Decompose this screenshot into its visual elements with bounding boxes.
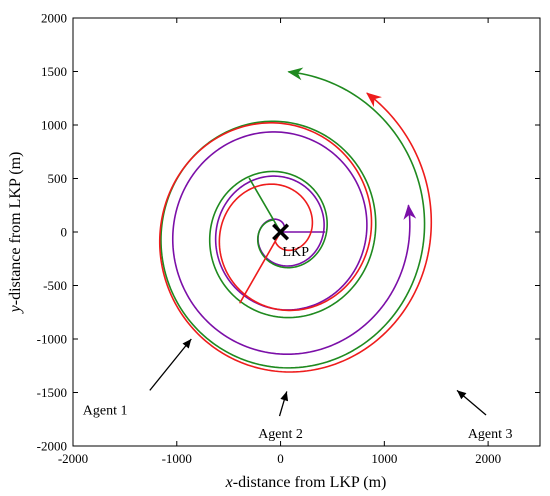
series-3-arrowhead	[366, 92, 382, 108]
y-axis-label: y-distance from LKP (m)	[7, 152, 24, 315]
x-axis-label: x-distance from LKP (m)	[225, 474, 387, 491]
y-tick-label: -2000	[37, 439, 67, 454]
series-3-line	[158, 92, 433, 373]
agent-2-arrowhead	[280, 391, 289, 402]
y-axis-label-var: y	[7, 304, 24, 314]
annotation-layer: Agent 1 Agent 2 Agent 3	[83, 338, 513, 442]
series-2-line	[160, 70, 426, 369]
y-tick-label: -1000	[37, 332, 67, 347]
y-tick-label: -1500	[37, 385, 67, 400]
agent-1-arrow-line	[149, 338, 192, 391]
agent-3-arrowhead	[456, 390, 467, 400]
y-tick-label: 1000	[41, 118, 67, 133]
axes-layer: -2000 -1000 0 1000 2000 -2000 -1500 -1000 -500 0 5…	[37, 11, 541, 466]
x-tick-label: 0	[277, 451, 284, 466]
y-tick-label: -500	[43, 278, 67, 293]
lkp-label: LKP	[283, 245, 310, 260]
x-axis-label-rest: -distance from LKP (m)	[233, 474, 387, 491]
x-tick-label: -2000	[58, 451, 88, 466]
agent-1-label: Agent 1	[83, 404, 128, 419]
origin-marker-layer: LKP	[272, 223, 310, 260]
y-tick-label: 0	[61, 225, 68, 240]
agent-3-label: Agent 3	[468, 427, 513, 442]
y-tick-label: 1500	[41, 64, 67, 79]
series-1-arrowhead	[403, 204, 417, 220]
y-tick-label: 2000	[41, 11, 67, 26]
x-tick-label: 1000	[371, 451, 397, 466]
x-axis-label-var: x	[225, 474, 233, 491]
origin-x-marker	[272, 223, 290, 241]
y-tick-label: 500	[48, 171, 68, 186]
agent-2-label: Agent 2	[258, 427, 303, 442]
x-tick-label: -1000	[162, 451, 192, 466]
x-tick-label: 2000	[475, 451, 501, 466]
series-layer	[158, 67, 433, 373]
agent-1-arrowhead	[182, 339, 192, 349]
series-2-arrowhead	[287, 67, 304, 81]
y-axis-label-rest: -distance from LKP (m)	[7, 152, 24, 306]
